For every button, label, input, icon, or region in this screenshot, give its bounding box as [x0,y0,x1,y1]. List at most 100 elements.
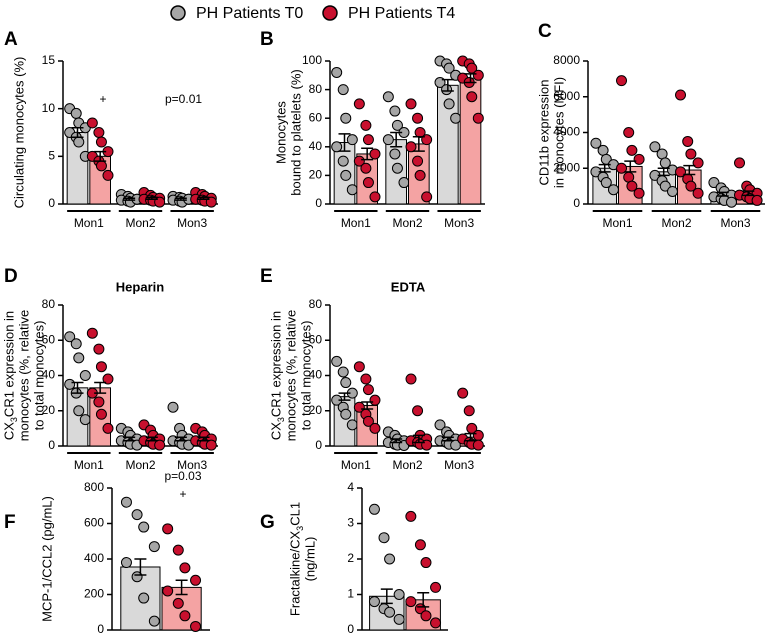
category-bar [437,452,481,454]
error-bar [412,434,425,444]
y-axis-label: CX3CR1 expression in [1,311,19,440]
data-point [190,620,202,632]
data-point [666,185,678,197]
data-point [93,396,105,408]
data-point [73,405,85,417]
error-bar [123,436,136,442]
data-point [353,155,365,167]
data-point [205,439,217,451]
data-point [172,597,184,609]
data-point [179,562,191,574]
category-bar [67,452,111,454]
panel-label: D [4,266,18,287]
legend-marker [322,5,338,21]
data-point [412,155,424,167]
error-bar [716,191,729,197]
data-point [368,503,380,515]
data-point [353,361,365,373]
panel-label: B [260,29,274,50]
y-axis-label: in monocytes (MFI) [551,77,566,188]
data-point [340,169,352,181]
data-point [633,153,645,165]
y-tick-label: 10 [42,101,56,115]
error-bar [624,160,637,173]
data-point [412,112,424,124]
data-point [95,136,107,148]
data-point [472,69,484,81]
data-point [79,414,91,426]
data-point [434,419,446,431]
data-point [421,439,433,451]
y-tick-label: 80 [42,297,56,311]
x-tick-label: Mon3 [177,458,207,472]
x-tick-label: Mon2 [392,458,422,472]
data-point [120,496,132,508]
data-point [131,509,143,521]
data-point [626,180,638,192]
y-tick-label: 100 [302,53,322,67]
data-point [441,84,453,96]
y-tick-label: 5 [48,149,55,163]
data-point [405,141,417,153]
data-point [95,160,107,172]
panel-label: F [4,512,16,533]
error-bar [361,147,374,161]
panel-label: C [538,21,552,42]
category-bar [710,210,761,212]
y-axis-label: CX3CR1 expression in [268,311,286,440]
data-point [405,510,417,522]
data-point [79,370,91,381]
category-bar [592,210,643,212]
y-tick-label: 4 [347,480,354,494]
data-point [331,141,343,153]
error-bar [123,197,136,201]
data-point [73,136,85,148]
y-tick-label: 0 [347,622,354,636]
data-point [443,62,455,74]
category-bar [385,210,430,212]
error-bar [390,131,403,148]
data-point [389,105,401,117]
y-tick-label: 80 [309,82,323,96]
data-point [391,162,403,174]
data-point [64,378,76,390]
y-tick-label: 0 [315,438,322,452]
y-tick-label: 2000 [553,160,580,174]
x-tick-label: Mon2 [392,216,422,230]
data-point [616,162,628,174]
data-point [167,401,179,413]
data-point [362,177,374,189]
category-bar [334,452,378,454]
error-bar [742,190,755,197]
error-bar [134,558,147,576]
y-tick-label: 2 [347,551,354,565]
panel-label: A [4,29,18,50]
error-bar [174,197,187,201]
data-point [369,191,381,203]
error-bar [175,579,188,596]
data-point [421,191,433,203]
data-point [472,439,484,451]
y-axis-label: CD11b expression [536,80,551,186]
error-bar [338,392,351,401]
error-bar [71,126,84,139]
data-point [457,387,469,399]
data-point [472,112,484,124]
data-point [369,422,381,434]
x-tick-label: Mon1 [74,216,104,230]
category-bar [170,210,214,212]
y-axis-label: (ng/mL) [302,537,317,582]
data-point [378,532,390,544]
x-tick-label: Mon1 [74,458,104,472]
y-tick-label: 20 [42,403,56,417]
y-tick-label: 40 [309,368,323,382]
data-point [430,581,442,593]
data-point [340,112,352,124]
data-point [73,352,85,364]
data-point [675,166,687,178]
category-bar [170,452,214,454]
data-point [138,592,150,604]
x-tick-label: Mon2 [661,216,691,230]
error-bar [417,591,430,608]
y-tick-label: 60 [309,110,323,124]
